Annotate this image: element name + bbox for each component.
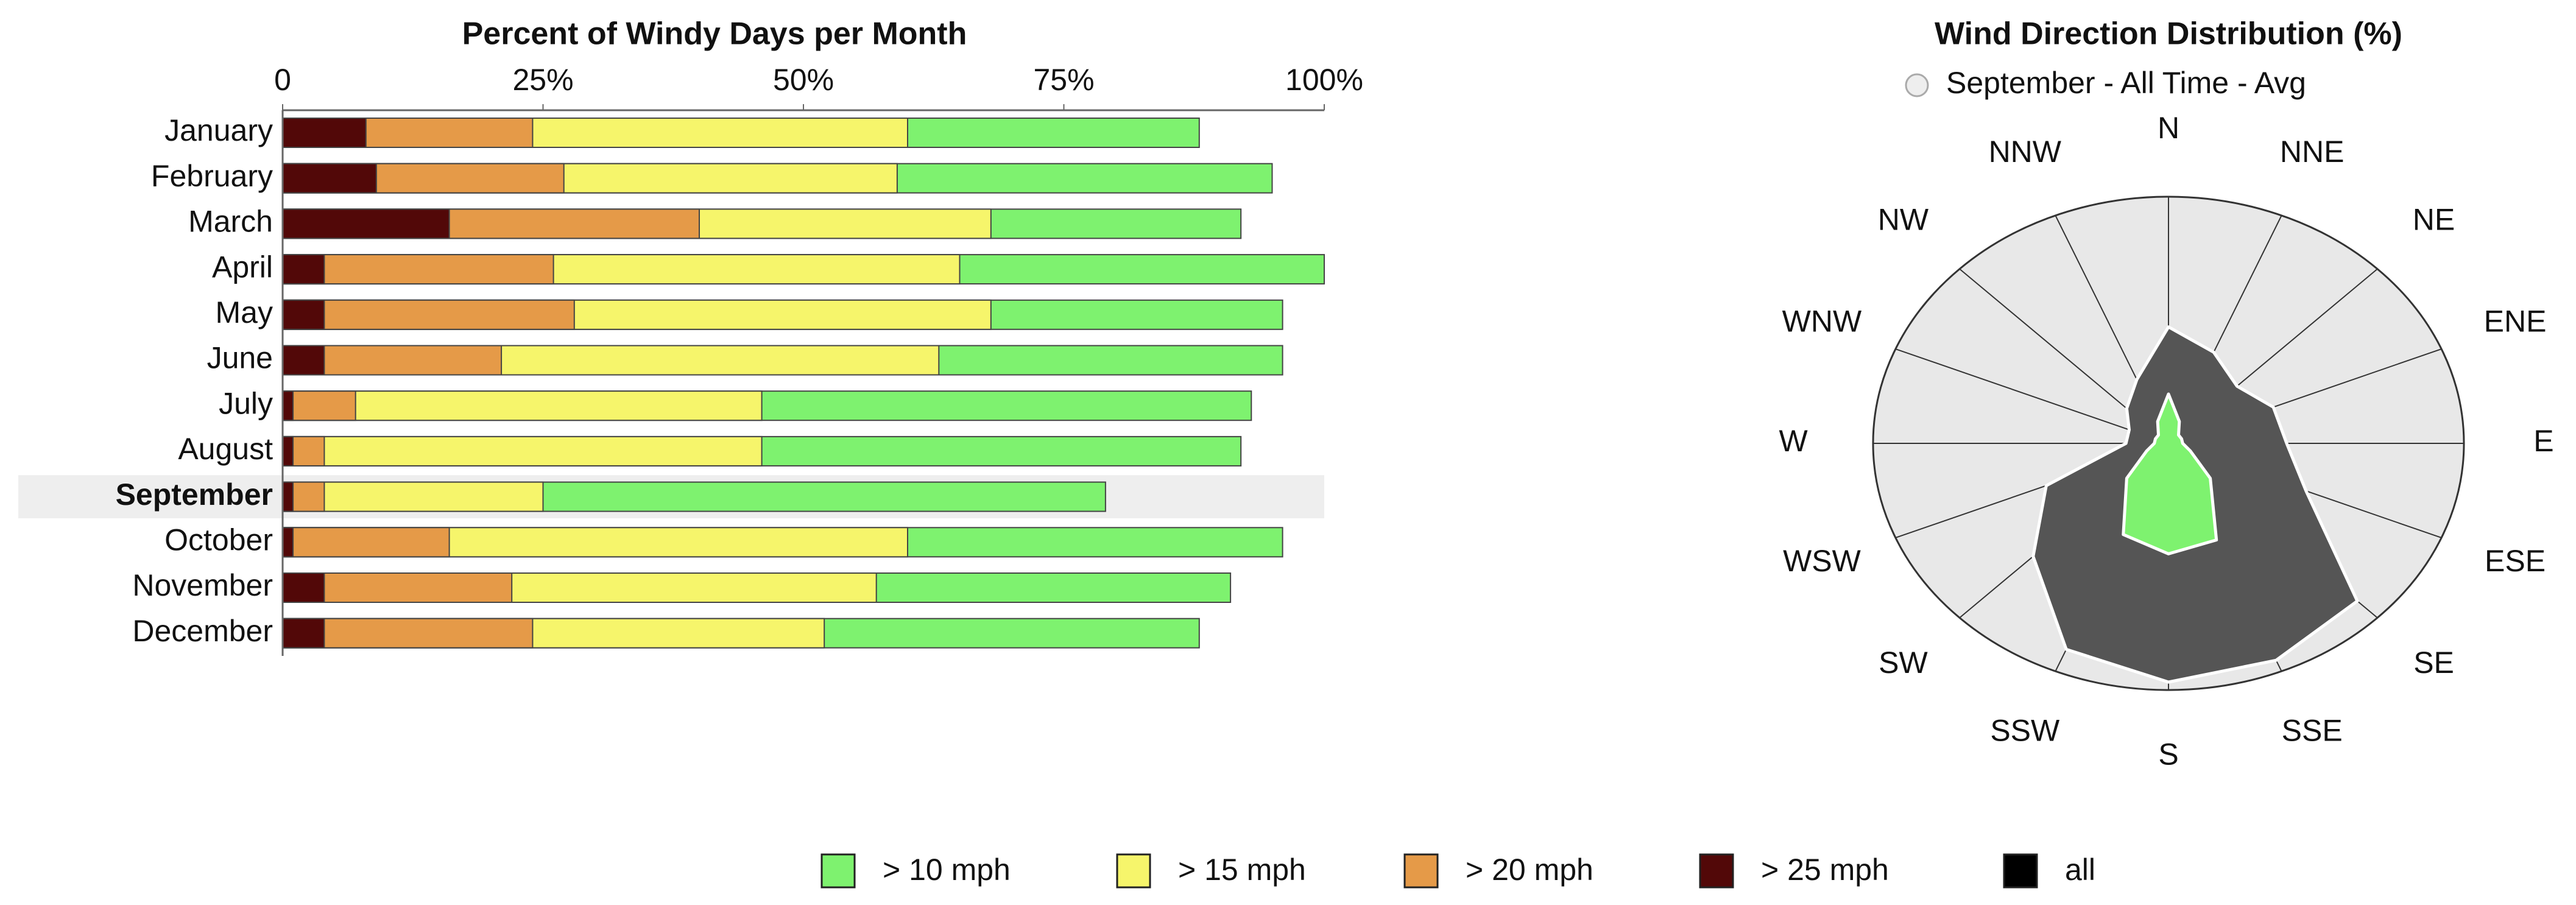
y-tick-label: September — [116, 477, 273, 512]
direction-label: SSW — [1990, 713, 2060, 747]
bar — [282, 435, 294, 467]
bar — [282, 527, 450, 558]
y-tick-label: December — [132, 614, 273, 648]
x-tick-label: 75% — [1033, 63, 1094, 97]
rose-area — [2122, 392, 2218, 555]
direction-label: WSW — [1783, 544, 1861, 578]
bar — [282, 618, 325, 649]
bar — [282, 390, 763, 421]
x-tick-label: 100% — [1285, 63, 1363, 97]
direction-label: ENE — [2484, 304, 2547, 338]
bar-chart-title: Percent of Windy Days per Month — [462, 16, 967, 52]
x-tick-label: 25% — [512, 63, 573, 97]
legend-swatch — [820, 853, 856, 889]
y-tick-label: July — [219, 386, 273, 420]
y-tick-label: August — [178, 432, 273, 466]
bar — [282, 435, 763, 467]
legend-label: > 20 mph — [1466, 853, 1593, 887]
direction-label: ESE — [2485, 544, 2546, 578]
direction-label: WNW — [1782, 304, 1862, 338]
y-tick-label: October — [164, 523, 273, 557]
direction-label: E — [2533, 424, 2553, 458]
direction-label: NNW — [1989, 135, 2062, 169]
y-tick-label: November — [132, 568, 273, 602]
bar — [282, 390, 356, 421]
y-tick-label: April — [212, 250, 273, 284]
radio-button[interactable] — [1905, 73, 1929, 97]
bar — [282, 299, 325, 330]
x-tick-label: 50% — [773, 63, 834, 97]
legend-swatch — [1116, 853, 1151, 889]
y-tick-label: June — [207, 341, 273, 375]
bar — [282, 118, 367, 148]
direction-label: S — [2158, 738, 2178, 772]
bar — [282, 208, 450, 239]
direction-label: NNE — [2280, 135, 2345, 169]
y-tick-label: March — [188, 205, 273, 239]
rose-subtitle: September - All Time - Avg — [1946, 66, 2306, 100]
direction-label: SSE — [2282, 713, 2343, 747]
bar — [282, 390, 294, 421]
y-tick-label: January — [164, 113, 273, 147]
rose-title: Wind Direction Distribution (%) — [1935, 16, 2402, 52]
direction-label: SE — [2413, 646, 2454, 680]
legend-label: > 10 mph — [883, 853, 1011, 887]
direction-label: NW — [1878, 203, 1929, 237]
legend-swatch — [1403, 853, 1439, 889]
legend-label: all — [2065, 853, 2095, 887]
bar — [282, 572, 325, 603]
bar — [282, 254, 325, 285]
direction-label: NE — [2413, 203, 2455, 237]
direction-label: SW — [1879, 646, 1928, 680]
bar — [282, 254, 554, 285]
bar — [282, 527, 294, 558]
legend-label: > 15 mph — [1178, 853, 1306, 887]
y-tick-label: May — [216, 295, 273, 329]
rose-spoke — [1895, 348, 2169, 444]
legend-swatch — [2003, 853, 2038, 889]
bar — [282, 481, 294, 512]
y-tick-label: February — [151, 159, 273, 193]
bar — [282, 299, 575, 330]
bar — [282, 163, 377, 194]
direction-label: N — [2158, 111, 2179, 145]
legend-swatch — [1699, 853, 1734, 889]
x-tick-label: 0 — [274, 63, 291, 97]
legend-label: > 25 mph — [1761, 853, 1889, 887]
bar — [282, 345, 325, 376]
direction-label: W — [1779, 424, 1808, 458]
